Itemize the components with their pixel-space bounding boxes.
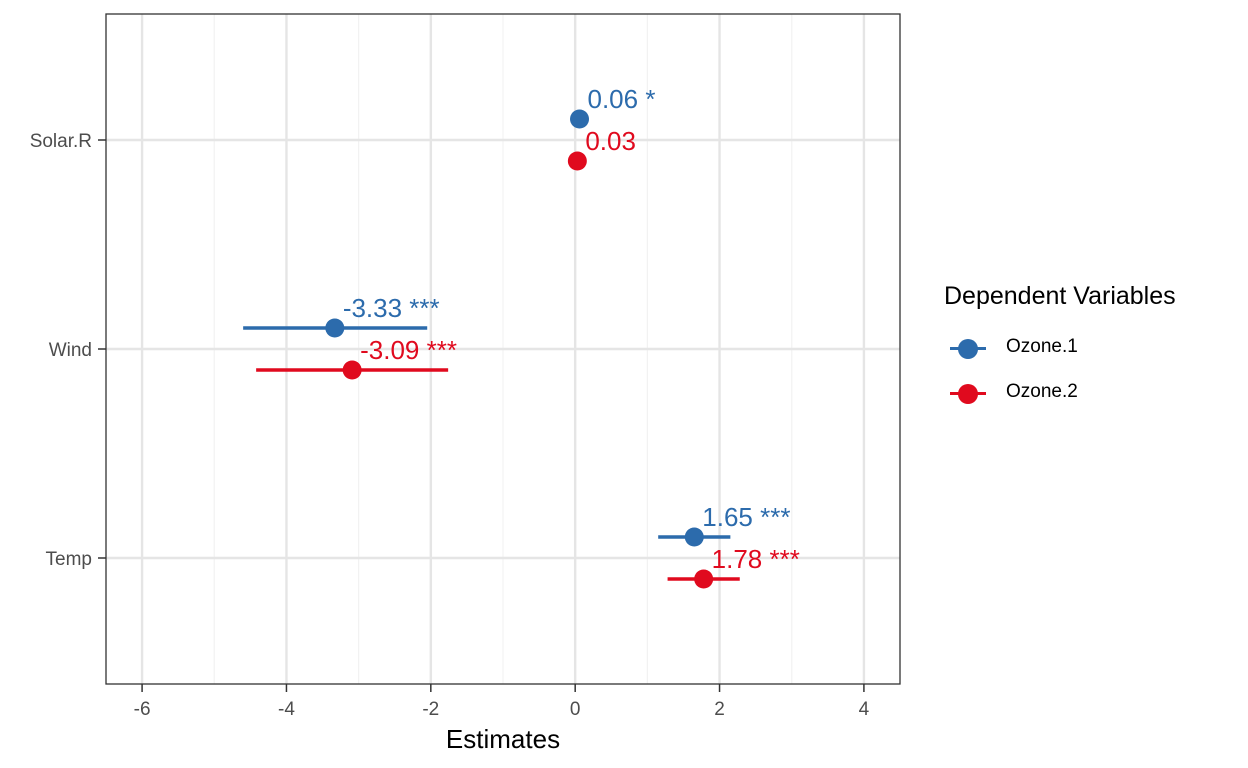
estimate-label: -3.09 *** [360, 335, 457, 365]
legend-label-ozone-1: Ozone.1 [1006, 336, 1078, 357]
x-tick-label: 0 [570, 699, 581, 720]
y-tick-label: Wind [49, 340, 92, 361]
estimate-label: 1.78 *** [712, 544, 800, 574]
y-tick-label: Temp [46, 549, 92, 570]
point [325, 318, 345, 338]
point [684, 527, 704, 547]
legend-key-ozone-1 [948, 334, 988, 364]
axes: -6 -4 -2 0 2 4 Solar.R Wind Temp [30, 131, 870, 720]
x-tick-label: -4 [278, 699, 295, 720]
legend-label-ozone-2: Ozone.2 [1006, 381, 1078, 402]
x-tick-label: 4 [859, 699, 870, 720]
point [570, 109, 590, 129]
plot-marks: 0.06 * -3.33 *** 1.65 *** 0.03 -3.09 *** 1.78… [243, 84, 800, 589]
y-tick-label: Solar.R [30, 131, 92, 152]
estimate-label: 1.65 *** [702, 502, 790, 532]
point [342, 360, 362, 380]
x-tick-label: 2 [714, 699, 725, 720]
x-tick-label: -6 [134, 699, 151, 720]
x-axis-title: Estimates [446, 724, 560, 754]
x-tick-label: -2 [422, 699, 439, 720]
point [567, 151, 587, 171]
legend-title: Dependent Variables [944, 282, 1176, 310]
estimate-label: -3.33 *** [343, 293, 440, 323]
estimate-label: 0.06 * [588, 84, 656, 114]
point [694, 569, 714, 589]
major-gridlines [106, 14, 900, 684]
legend-item-ozone-2: Ozone.2 [944, 379, 1224, 409]
legend-key-ozone-2 [948, 379, 988, 409]
legend: Dependent Variables Ozone.1 Ozone.2 [944, 282, 1234, 422]
estimate-label: 0.03 [585, 126, 636, 156]
legend-item-ozone-1: Ozone.1 [944, 334, 1224, 364]
